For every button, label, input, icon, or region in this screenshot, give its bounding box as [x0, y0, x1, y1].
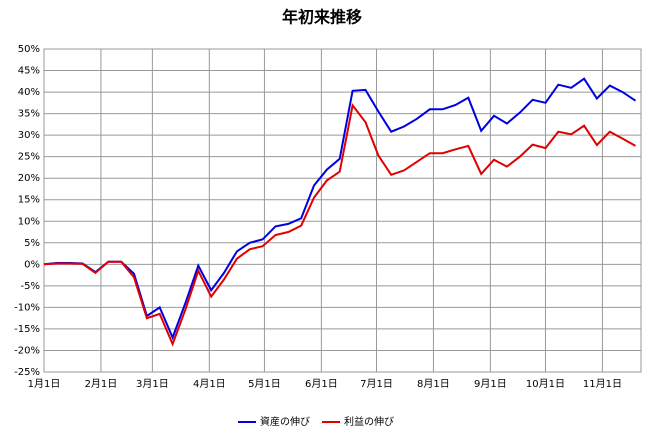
y-tick-label: 25%	[18, 152, 40, 163]
y-tick-label: -15%	[14, 324, 40, 335]
y-tick-label: 35%	[18, 109, 40, 120]
y-tick-label: -25%	[14, 367, 40, 378]
y-tick-label: -5%	[21, 281, 40, 292]
x-tick-label: 1月1日	[28, 378, 61, 390]
y-tick-label: 5%	[24, 238, 40, 249]
x-tick-label: 5月1日	[248, 378, 281, 390]
legend-label: 利益の伸び	[344, 415, 394, 428]
y-tick-label: 0%	[24, 259, 40, 270]
y-tick-label: 15%	[18, 195, 40, 206]
y-tick-label: 10%	[18, 216, 40, 227]
y-tick-label: 20%	[18, 173, 40, 184]
x-tick-label: 4月1日	[193, 378, 226, 390]
x-tick-label: 6月1日	[305, 378, 338, 390]
y-tick-label: 50%	[18, 44, 40, 55]
x-tick-label: 11月1日	[583, 378, 622, 390]
series-line	[43, 77, 637, 341]
plot-border	[43, 48, 642, 373]
y-tick-label: 30%	[18, 130, 40, 141]
x-tick-label: 3月1日	[136, 378, 169, 390]
y-tick-label: -10%	[14, 302, 40, 313]
chart-title: 年初来推移	[282, 8, 362, 27]
y-tick-label: -20%	[14, 345, 40, 356]
legend-label: 資産の伸び	[260, 415, 310, 428]
x-tick-label: 9月1日	[474, 378, 507, 390]
x-tick-label: 2月1日	[85, 378, 118, 390]
x-tick-label: 8月1日	[417, 378, 450, 390]
x-tick-label: 10月1日	[526, 378, 565, 390]
series-line	[43, 103, 636, 347]
x-tick-label: 7月1日	[360, 378, 393, 390]
y-tick-label: 40%	[18, 87, 40, 98]
y-tick-label: 45%	[18, 66, 40, 77]
